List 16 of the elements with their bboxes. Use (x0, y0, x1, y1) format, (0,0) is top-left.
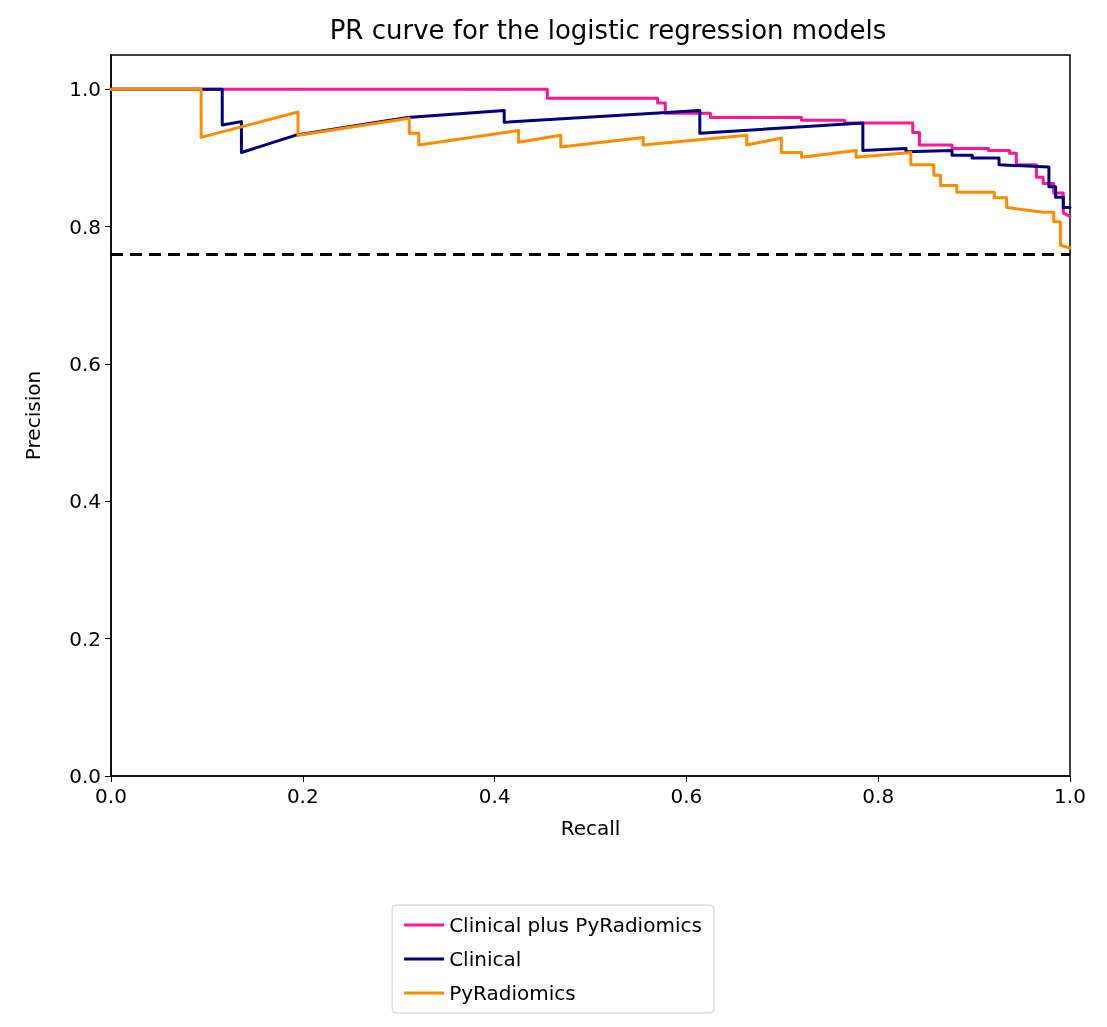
legend-label: Clinical plus PyRadiomics (449, 913, 702, 937)
x-axis-title: Recall (560, 816, 621, 840)
legend-label: PyRadiomics (449, 981, 576, 1005)
x-tick-label: 0.2 (286, 784, 319, 808)
y-tick-label: 0.2 (69, 626, 101, 651)
y-tick-label: 1.0 (69, 77, 101, 102)
y-tick-label: 0.8 (69, 214, 101, 239)
x-tick-label: 0.4 (478, 784, 511, 808)
legend-label: Clinical (449, 947, 522, 971)
x-tick-label: 0.8 (862, 784, 895, 808)
chart-title: PR curve for the logistic regression models (329, 15, 887, 45)
y-tick-label: 0.6 (69, 352, 101, 376)
y-tick-label: 0.4 (69, 489, 101, 514)
y-axis-title: Precision (21, 370, 45, 461)
x-tick-label: 1.0 (1054, 784, 1086, 808)
x-tick-label: 0.6 (670, 784, 703, 808)
